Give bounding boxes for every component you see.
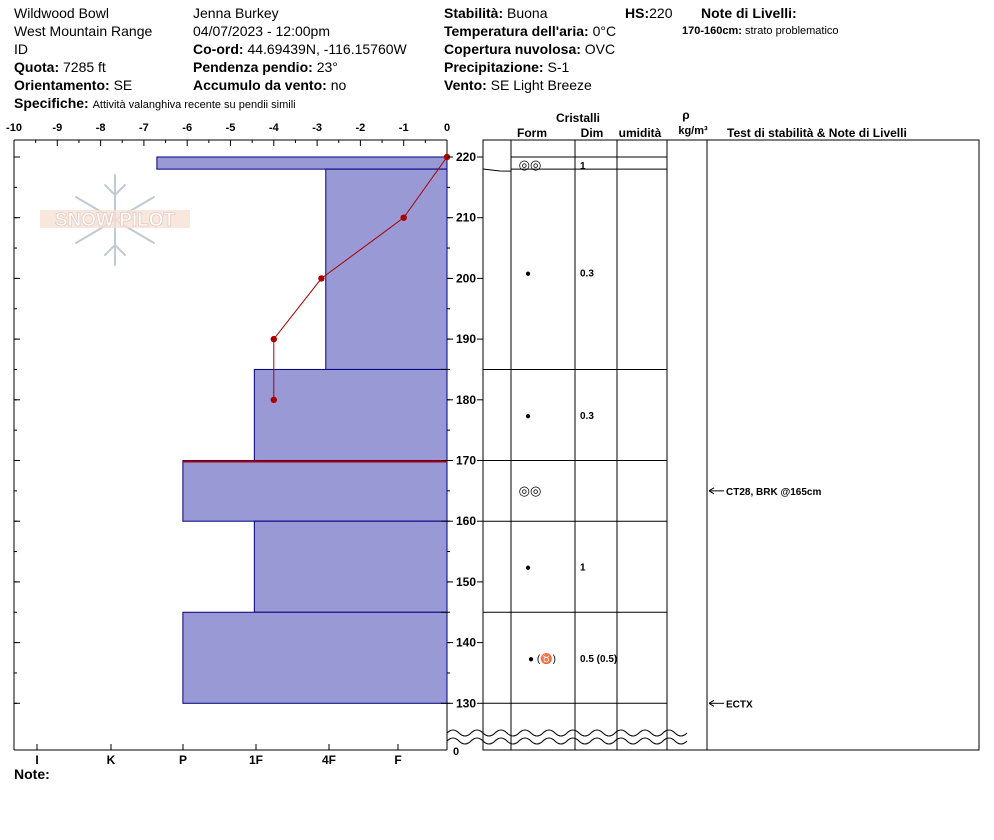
temperature-point — [400, 214, 407, 221]
temperature-point — [270, 396, 277, 403]
height-tick-label: 170 — [456, 454, 476, 468]
hardness-bar — [253, 520, 448, 613]
size-header: Dim — [581, 126, 604, 140]
stability: Stabilità: Buona — [444, 5, 548, 21]
layer-notes-title: Note di Livelli: — [701, 5, 797, 21]
snow-height: HS:220 — [625, 5, 673, 21]
slope-angle: Pendenza pendio: 23° — [193, 59, 338, 75]
hardness-bar — [253, 368, 448, 462]
form-header: Form — [517, 126, 547, 140]
coordinates: Co-ord: 44.69439N, -116.15760W — [193, 41, 407, 57]
state: ID — [14, 41, 28, 57]
temp-tick-label: -8 — [96, 122, 106, 134]
stability-test-label: CT28, BRK @165cm — [726, 487, 821, 498]
grain-form-rounded: ◎◎ — [519, 157, 542, 172]
temp-tick-label: 0 — [444, 122, 450, 134]
aspect: Orientamento: SE — [14, 77, 133, 93]
air-temperature: Temperatura dell'aria: 0°C — [444, 23, 617, 39]
height-tick-label: 160 — [456, 514, 476, 528]
moisture-header: umidità — [619, 126, 662, 140]
grain-form-mixed: ● (♉) — [528, 652, 556, 665]
hardness-label: K — [107, 753, 116, 767]
axis-break — [446, 729, 688, 745]
hardness-bar — [182, 611, 448, 704]
height-tick-label: 200 — [456, 271, 476, 285]
temp-tick-label: -6 — [182, 122, 192, 134]
grain-size: 0.3 — [580, 411, 594, 422]
height-tick-label: 180 — [456, 393, 476, 407]
grain-form-rounded-grain: ● — [525, 268, 531, 279]
temp-tick-label: -4 — [269, 122, 280, 134]
snowpilot-logo: SNOW PILOT — [40, 174, 190, 266]
stability-test-label: ECTX — [726, 699, 753, 710]
temp-tick-label: -3 — [312, 122, 322, 134]
hardness-bar — [182, 460, 448, 522]
elevation: Quota: 7285 ft — [14, 59, 106, 75]
location: Wildwood Bowl — [14, 5, 109, 21]
grain-size: 1 — [580, 161, 586, 172]
temp-tick-label: -1 — [399, 122, 409, 134]
grain-form-rounded-grain: ● — [525, 563, 531, 574]
grain-form-rounded: ◎◎ — [519, 483, 542, 498]
observer: Jenna Burkey — [193, 5, 279, 21]
height-tick-label: 140 — [456, 636, 476, 650]
temp-tick-label: -9 — [52, 122, 62, 134]
hardness-label: 1F — [249, 753, 263, 767]
notes-label: Note: — [14, 766, 50, 782]
hardness-label: 4F — [322, 753, 336, 767]
temp-tick-label: -7 — [139, 122, 149, 134]
wind-loading: Accumulo da vento: no — [193, 77, 347, 93]
hardness-bar — [325, 168, 448, 370]
test-arrow-head — [708, 699, 715, 707]
precipitation: Precipitazione: S-1 — [444, 59, 570, 75]
height-tick-label: 210 — [456, 211, 476, 225]
mountain-range: West Mountain Range — [14, 23, 153, 39]
hardness-label: F — [394, 753, 401, 767]
layer-note: 170-160cm: strato problematico — [682, 25, 839, 37]
svg-text:SNOW PILOT: SNOW PILOT — [55, 210, 176, 231]
wind: Vento: SE Light Breeze — [444, 77, 592, 93]
cloud-cover: Copertura nuvolosa: OVC — [444, 41, 616, 57]
datetime: 04/07/2023 - 12:00pm — [193, 23, 330, 39]
grain-size: 0.5 (0.5) — [580, 654, 617, 665]
hardness-label: I — [35, 753, 38, 767]
density-symbol: ρ — [682, 108, 689, 122]
height-tick-label: 130 — [456, 696, 476, 710]
crystals-header: Cristalli — [556, 111, 600, 125]
height-tick-label: 150 — [456, 575, 476, 589]
hardness-label: P — [179, 753, 187, 767]
grain-form-rounded-grain: ● — [525, 411, 531, 422]
temp-tick-label: -5 — [226, 122, 236, 134]
density-header: kg/m³ — [678, 125, 708, 137]
temperature-point — [270, 335, 277, 343]
grain-size: 0.3 — [580, 268, 594, 279]
layer-connector — [482, 168, 512, 172]
temp-tick-label: -10 — [6, 122, 22, 134]
temp-tick-label: -2 — [356, 122, 366, 134]
height-tick-label: 190 — [456, 332, 476, 346]
tests-header: Test di stabilità & Note di Livelli — [727, 126, 907, 140]
specifics: Specifiche: Attività valanghiva recente … — [14, 95, 296, 111]
grain-size: 1 — [580, 563, 586, 574]
test-arrow-head — [708, 487, 715, 495]
height-tick-label: 220 — [456, 150, 476, 164]
crystal-table-frame — [482, 139, 980, 751]
height-axis-zero: 0 — [453, 746, 459, 758]
temperature-point — [318, 275, 325, 282]
hardness-bar — [156, 156, 448, 170]
